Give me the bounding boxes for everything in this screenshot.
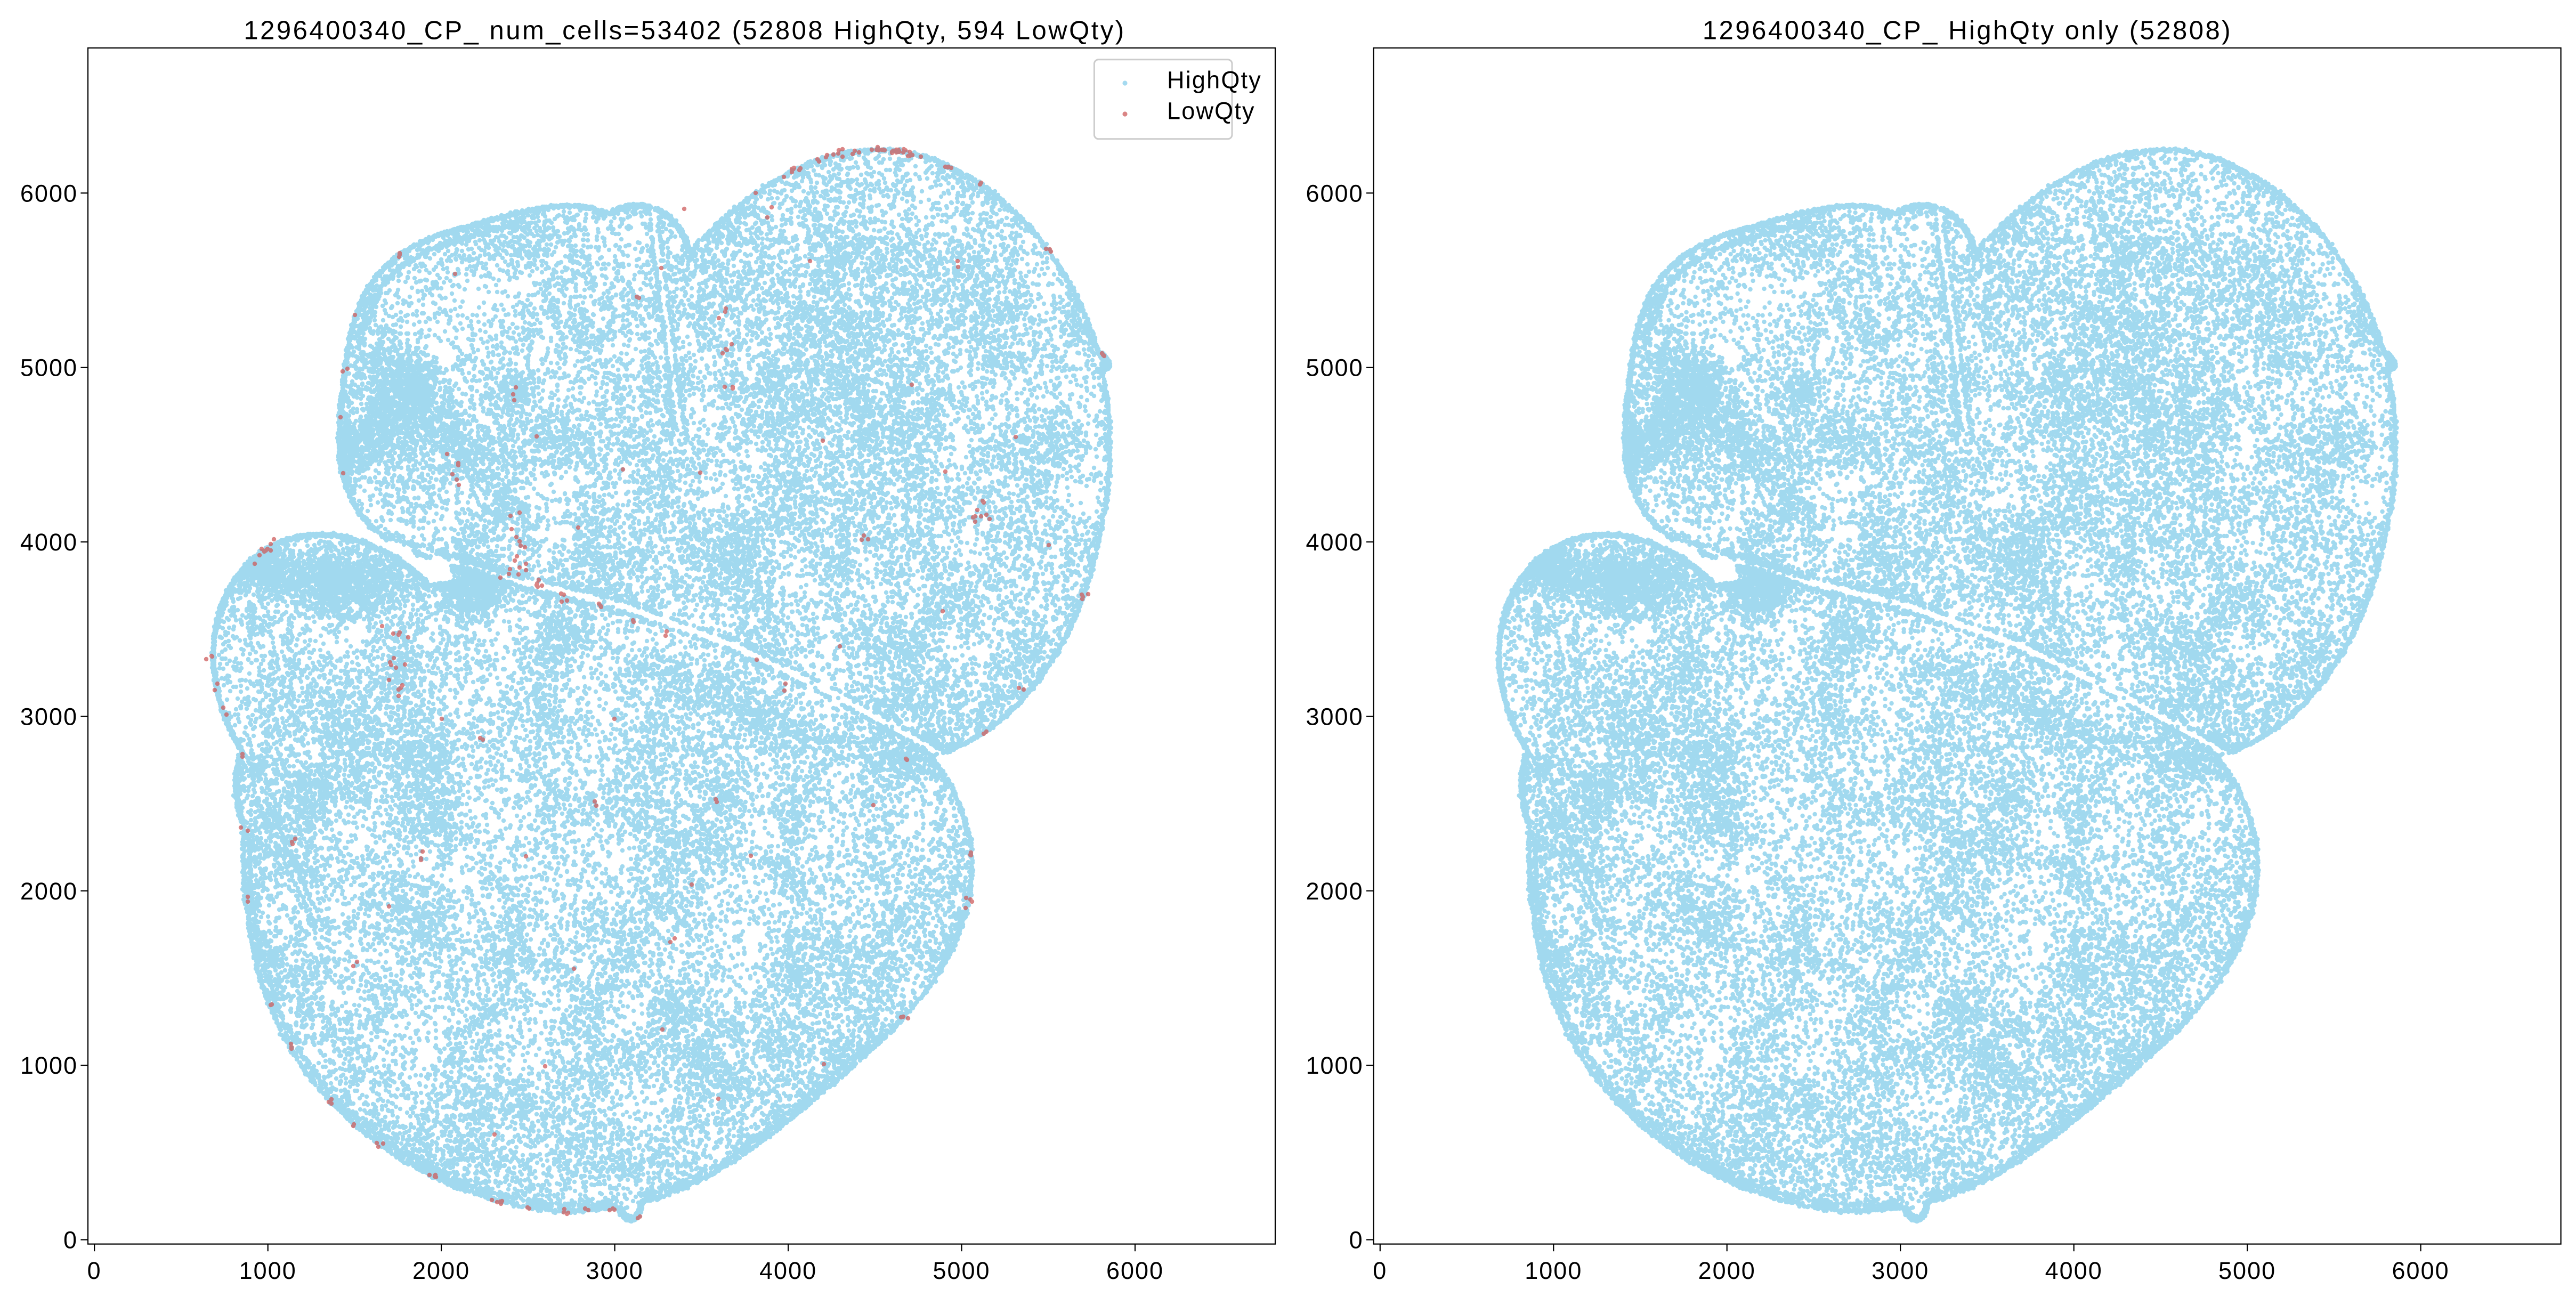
svg-text:HighQty: HighQty [1167,67,1262,94]
svg-text:4000: 4000 [759,1257,817,1284]
svg-text:5000: 5000 [933,1257,990,1284]
svg-text:5000: 5000 [1306,354,1363,382]
svg-text:3000: 3000 [1306,703,1363,730]
svg-text:1296400340_CP_ HighQty only (5: 1296400340_CP_ HighQty only (52808) [1703,16,2232,45]
svg-text:LowQty: LowQty [1167,98,1255,125]
svg-text:2000: 2000 [412,1257,470,1284]
svg-text:1000: 1000 [239,1257,297,1284]
svg-text:2000: 2000 [1698,1257,1756,1284]
svg-text:1000: 1000 [1525,1257,1582,1284]
svg-text:2000: 2000 [1306,878,1363,905]
svg-text:5000: 5000 [2218,1257,2276,1284]
svg-text:0: 0 [1349,1227,1364,1254]
svg-text:6000: 6000 [2392,1257,2450,1284]
svg-text:1000: 1000 [20,1052,78,1079]
svg-text:6000: 6000 [20,180,78,207]
svg-text:3000: 3000 [586,1257,644,1284]
svg-text:5000: 5000 [20,354,78,382]
svg-text:1000: 1000 [1306,1052,1363,1079]
svg-text:6000: 6000 [1106,1257,1164,1284]
svg-text:4000: 4000 [20,529,78,556]
svg-text:2000: 2000 [20,878,78,905]
svg-text:0: 0 [87,1257,102,1284]
svg-text:3000: 3000 [1872,1257,1929,1284]
svg-text:6000: 6000 [1306,180,1363,207]
svg-text:4000: 4000 [1306,529,1363,556]
svg-text:1296400340_CP_ num_cells=53402: 1296400340_CP_ num_cells=53402 (52808 Hi… [244,16,1125,45]
svg-text:3000: 3000 [20,703,78,730]
svg-text:0: 0 [63,1227,78,1254]
svg-text:4000: 4000 [2045,1257,2103,1284]
svg-text:0: 0 [1373,1257,1387,1284]
